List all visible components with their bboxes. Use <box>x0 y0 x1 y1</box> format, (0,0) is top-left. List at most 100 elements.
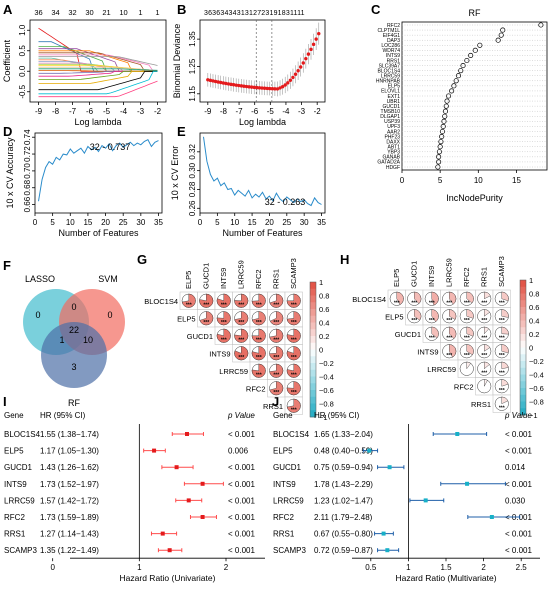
deviance-point <box>293 72 298 76</box>
colorbar-tick-label: −0.8 <box>319 400 334 409</box>
corr-pie-slice <box>216 293 231 308</box>
x-tick-label: 5 <box>50 218 55 227</box>
x-tick-label: 20 <box>101 218 110 227</box>
corr-pie-slice <box>466 291 474 304</box>
y-tick-label: 0.0 <box>18 65 27 77</box>
forest-p-value: < 0.001 <box>228 463 255 472</box>
deviance-point <box>291 75 295 80</box>
significance-stars: *** <box>429 301 435 307</box>
x-tick-label: 10 <box>474 176 483 185</box>
row-label: ELP5 <box>177 314 195 323</box>
colorbar-tick-label: 0 <box>319 346 323 355</box>
importance-point <box>500 27 506 33</box>
x-tick-label: 1.5 <box>440 563 452 572</box>
x-tick-label: 25 <box>282 218 291 227</box>
coefficient-path <box>38 70 158 91</box>
hr-point <box>200 515 205 519</box>
panel-h-correlation: ELP5 GUCD1 INTS9 LRRC59 RFC2 RRS1 SCAMP3 BLOC1S… <box>352 256 544 420</box>
significance-stars: *** <box>411 318 417 324</box>
colorbar-tick-label: 0.6 <box>319 305 329 314</box>
forest-p-value: < 0.001 <box>228 480 255 489</box>
significance-stars: *** <box>499 318 505 324</box>
importance-point <box>440 123 446 129</box>
corr-pie-slice <box>484 309 490 317</box>
y-tick-label: 0.30 <box>188 162 197 178</box>
corr-pie-slice <box>269 311 284 326</box>
forest-p-value: 0.030 <box>505 496 526 505</box>
significance-stars: *** <box>291 320 297 326</box>
corr-pie-slice <box>414 291 422 304</box>
venn-label-rf: RF <box>68 398 80 408</box>
significance-stars: *** <box>446 336 452 342</box>
venn-count: 10 <box>83 335 93 345</box>
category-label: BLOC1S4 <box>377 68 400 74</box>
deviance-point <box>216 80 220 84</box>
forest-header-gene: Gene <box>4 411 24 420</box>
x-tick-label: 2.5 <box>516 563 528 572</box>
panel-label-h: H <box>340 252 349 267</box>
colorbar-segment <box>310 336 316 344</box>
deviance-point <box>278 86 282 90</box>
corr-pie-slice <box>286 346 301 361</box>
deviance-point <box>231 83 236 87</box>
significance-stars: *** <box>481 301 487 307</box>
x-tick-label: -6 <box>251 107 259 116</box>
significance-stars: *** <box>499 406 505 412</box>
deviance-point <box>255 85 259 90</box>
deviance-point <box>283 83 287 87</box>
importance-point <box>538 22 544 28</box>
forest-hr-text: 0.72 (0.59−0.87) <box>314 546 373 555</box>
corr-pie-slice <box>501 344 509 354</box>
corr-pie-slice <box>234 328 249 343</box>
x-tick-label: -3 <box>137 107 145 116</box>
importance-point <box>453 78 459 84</box>
venn-count: 0 <box>107 310 112 320</box>
venn-count: 1 <box>59 335 64 345</box>
x-tick-label: -7 <box>69 107 77 116</box>
panel-e-cv-error: 0 5 10 15 20 25 30 35 0.26 0.28 0.30 0.32 Number of … <box>170 132 327 238</box>
importance-point <box>441 118 447 124</box>
importance-point <box>451 83 457 89</box>
row-label: RFC2 <box>454 382 474 391</box>
category-label: WDR74 <box>382 48 400 54</box>
corr-pie-slice <box>414 309 422 321</box>
hr-point <box>185 432 189 436</box>
x-tick-label: -6 <box>86 107 94 116</box>
y-tick-label: 0.68 <box>23 179 32 195</box>
colorbar-segment <box>310 282 316 290</box>
top-tick-label: 21 <box>102 8 110 17</box>
forest-hr-text: 1.73 (1.52−1.97) <box>40 480 99 489</box>
significance-stars: *** <box>481 371 487 377</box>
corr-pie-slice <box>484 326 490 335</box>
deviance-point <box>280 85 285 89</box>
corr-pie-slice <box>449 291 457 305</box>
corr-pie-slice <box>449 309 457 320</box>
colorbar-segment <box>310 322 316 330</box>
colorbar-segment <box>520 401 526 409</box>
category-label: USP39 <box>384 119 400 125</box>
colorbar-segment <box>520 320 526 328</box>
significance-stars: *** <box>221 338 227 344</box>
category-label: UPF3 <box>387 124 400 130</box>
corr-pie-slice <box>286 328 301 343</box>
forest-p-value: 0.006 <box>228 447 249 456</box>
panel-a-lasso-coefficients: -9 -8 -7 -6 -5 -4 -3 -2 -0.5 0.0 0.5 1.0 Log lambda C… <box>2 8 167 127</box>
significance-stars: *** <box>256 303 262 309</box>
significance-stars: *** <box>411 301 417 307</box>
deviance-point <box>314 37 318 41</box>
forest-p-value: < 0.001 <box>505 546 532 555</box>
best-annotation: 32 - 0.737 <box>90 142 131 152</box>
y-tick-label: 1.15 <box>188 85 197 101</box>
y-tick-label: 0.74 <box>23 129 32 145</box>
corr-pie-slice <box>484 344 491 352</box>
colorbar-tick-label: 0 <box>529 344 533 353</box>
deviance-point <box>309 47 313 52</box>
corr-pie-slice <box>251 293 266 308</box>
column-label: INTS9 <box>219 268 228 289</box>
corr-pie-slice <box>466 344 474 356</box>
x-tick-label: 0 <box>400 176 405 185</box>
significance-stars: *** <box>499 353 505 359</box>
colorbar-tick-label: −0.2 <box>529 357 544 366</box>
significance-stars: *** <box>273 373 279 379</box>
forest-header-hr: HR (95% CI) <box>314 411 360 420</box>
